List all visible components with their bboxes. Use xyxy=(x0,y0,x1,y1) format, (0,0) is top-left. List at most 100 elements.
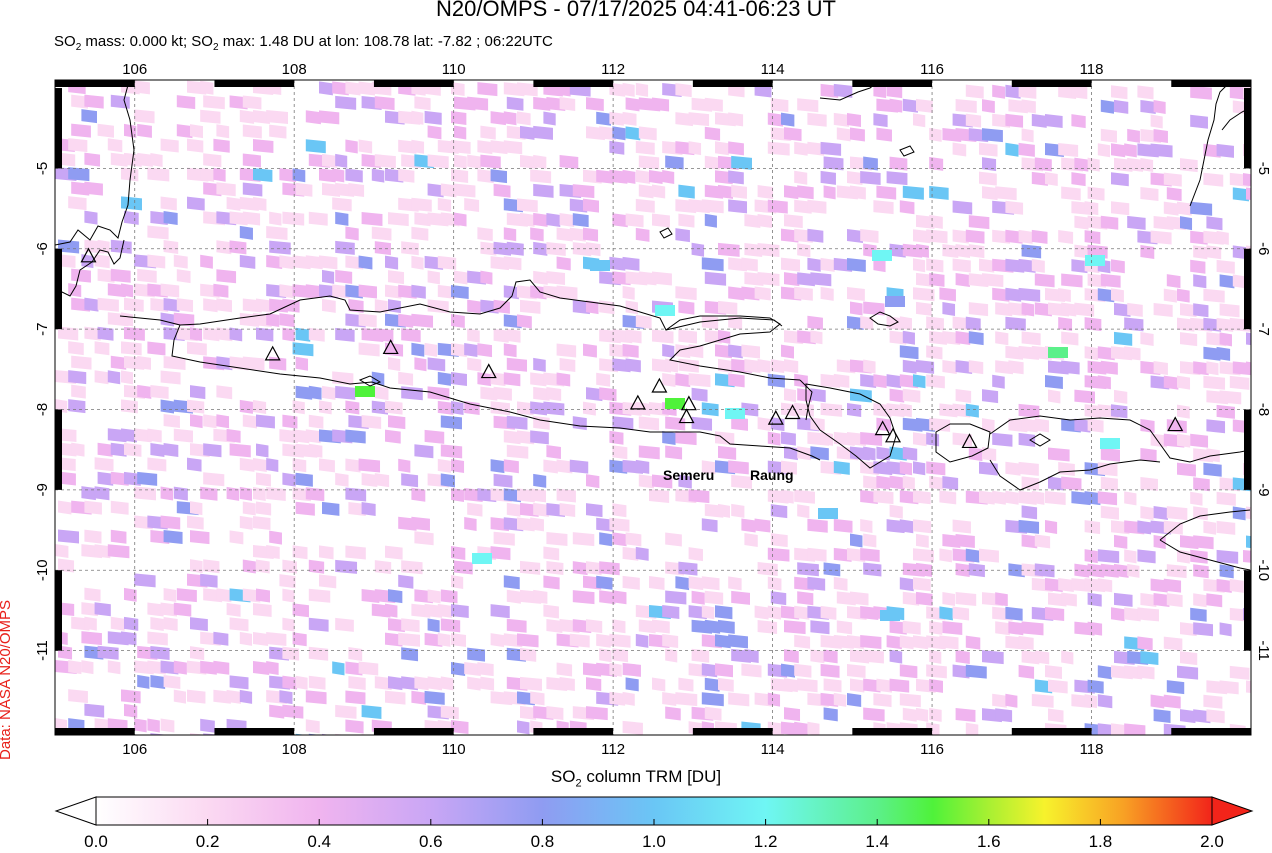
so2-pixel xyxy=(1111,288,1124,303)
so2-pixel xyxy=(1219,303,1240,318)
so2-pixel xyxy=(718,300,738,315)
frame-bar-segment xyxy=(55,409,62,490)
so2-pixel xyxy=(371,226,392,241)
lon-tick-label-top: 108 xyxy=(282,61,307,78)
so2-pixel xyxy=(226,486,240,501)
so2-pixel xyxy=(506,618,527,633)
so2-pixel xyxy=(784,359,799,374)
so2-pixel xyxy=(319,81,333,96)
so2-pixel xyxy=(173,312,195,327)
so2-pixel xyxy=(797,98,819,113)
lon-tick-label-bottom: 118 xyxy=(1080,741,1104,758)
so2-pixel xyxy=(345,168,363,183)
so2-pixel xyxy=(731,184,747,199)
so2-pixel xyxy=(190,327,203,342)
so2-pixel xyxy=(371,400,389,415)
so2-pixel xyxy=(374,96,395,111)
so2-pixel xyxy=(490,401,510,416)
so2-pixel xyxy=(622,691,635,706)
so2-pixel xyxy=(374,560,392,575)
so2-pixel xyxy=(1018,664,1035,679)
so2-pixel xyxy=(84,297,99,312)
so2-pixel xyxy=(1124,723,1146,735)
so2-pixel xyxy=(965,403,979,418)
so2-pixel xyxy=(599,648,612,663)
so2-pixel xyxy=(652,97,670,112)
so2-pixel xyxy=(173,660,187,675)
so2-pixel xyxy=(401,328,421,343)
so2-pixel xyxy=(253,602,272,617)
so2-pixel xyxy=(718,503,731,518)
so2-pixel xyxy=(150,384,169,399)
so2-pixel xyxy=(253,196,267,211)
so2-pixel xyxy=(414,444,434,459)
so2-pixel xyxy=(635,227,650,242)
so2-pixel xyxy=(965,113,982,128)
so2-pixel xyxy=(253,486,266,501)
so2-pixel xyxy=(1061,476,1082,491)
so2-pixel-high xyxy=(472,553,492,564)
lat-tick-label-right: -10 xyxy=(1255,559,1272,581)
so2-pixel xyxy=(1111,201,1130,216)
so2-pixel xyxy=(784,649,799,664)
frame-bar-segment xyxy=(1244,730,1251,735)
so2-pixel xyxy=(84,703,105,718)
so2-pixel xyxy=(1166,680,1185,695)
so2-pixel xyxy=(503,111,517,126)
so2-pixel xyxy=(965,316,981,331)
so2-pixel xyxy=(1031,171,1048,186)
so2-pixel xyxy=(1005,200,1024,215)
so2-pixel xyxy=(203,95,225,110)
so2-pixel xyxy=(163,240,179,255)
so2-pixel xyxy=(84,587,101,602)
so2-pixel xyxy=(625,532,642,547)
so2-pixel xyxy=(767,576,782,591)
so2-pixel xyxy=(833,373,850,388)
so2-pixel xyxy=(401,647,419,662)
so2-pixel xyxy=(1193,361,1209,376)
so2-pixel xyxy=(807,199,827,214)
frame-bar-segment xyxy=(1244,88,1251,169)
so2-pixel xyxy=(200,718,215,733)
so2-pixel xyxy=(437,603,453,618)
so2-pixel xyxy=(1163,636,1183,651)
so2-pixel xyxy=(451,313,465,328)
so2-pixel xyxy=(226,428,241,443)
so2-pixel xyxy=(414,357,427,372)
so2-pixel xyxy=(493,328,509,343)
so2-pixel xyxy=(546,386,562,401)
so2-pixel xyxy=(715,634,731,649)
so2-pixel xyxy=(596,169,614,184)
so2-pixel xyxy=(385,545,403,560)
so2-pixel xyxy=(345,690,366,705)
so2-pixel xyxy=(1190,201,1213,216)
so2-pixel xyxy=(239,689,253,704)
so2-pixel xyxy=(863,649,884,664)
so2-pixel xyxy=(913,374,926,389)
so2-pixel xyxy=(213,283,229,298)
so2-pixel xyxy=(1111,723,1128,735)
so2-pixel xyxy=(388,212,409,227)
so2-pixel xyxy=(480,676,495,691)
so2-pixel xyxy=(385,284,402,299)
so2-pixel xyxy=(361,502,376,517)
so2-pixel xyxy=(440,444,463,459)
so2-pixel xyxy=(322,298,336,313)
so2-pixel xyxy=(1114,302,1131,317)
so2-pixel xyxy=(704,213,717,228)
so2-pixel xyxy=(1246,680,1251,694)
so2-pixel xyxy=(728,576,742,591)
so2-pixel xyxy=(913,490,931,505)
so2-pixel xyxy=(784,127,802,142)
so2-pixel xyxy=(216,269,237,284)
so2-pixel xyxy=(1140,476,1158,491)
so2-pixel xyxy=(622,343,639,358)
so2-pixel xyxy=(823,156,844,171)
so2-pixel xyxy=(784,185,799,200)
so2-pixel xyxy=(437,371,451,386)
so2-pixel xyxy=(612,126,626,141)
so2-pixel xyxy=(992,693,1007,708)
so2-pixel xyxy=(94,370,109,385)
so2-pixel xyxy=(596,111,612,126)
so2-pixel xyxy=(797,185,814,200)
